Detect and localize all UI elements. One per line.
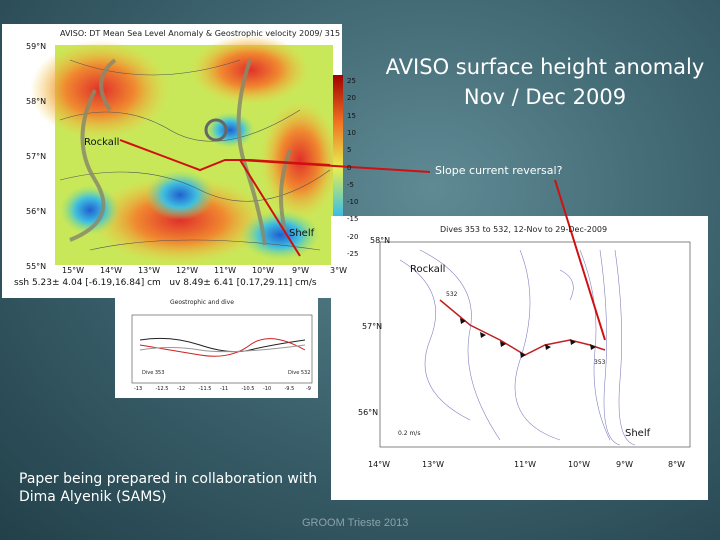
end-dive: 353 [594, 359, 606, 366]
right-map-frame [331, 216, 708, 500]
left-map-field [30, 35, 343, 265]
left-map-title: AVISO: DT Mean Sea Level Anomaly & Geost… [60, 29, 341, 38]
lon-label: 3°W [330, 266, 347, 275]
lon-label: 8°W [668, 460, 685, 469]
inset-plot-lines [131, 314, 313, 384]
lat-label: 57°N [26, 152, 47, 161]
lon-label: 14°W [100, 266, 123, 275]
lon-label: 13°W [138, 266, 161, 275]
inset-x-label: -12 [177, 386, 186, 392]
colorbar-label: 10 [347, 128, 356, 137]
rockall-label: Rockall [84, 137, 120, 148]
right-map-title: Dives 353 to 532, 12-Nov to 29-Dec-2009 [440, 225, 608, 234]
inset-x-label: -13 [134, 386, 143, 392]
lon-label: 14°W [368, 460, 391, 469]
lon-label: 13°W [422, 460, 445, 469]
lon-label: 10°W [252, 266, 275, 275]
lat-label: 59°N [26, 42, 47, 51]
colorbar-label: -15 [347, 215, 359, 224]
lon-label: 9°W [292, 266, 309, 275]
shelf-label: Shelf [625, 428, 651, 439]
start-dive: 532 [446, 291, 458, 298]
inset-x-label: -12.5 [155, 386, 169, 392]
inset-x-label: -9.5 [284, 386, 295, 392]
callout-text: Slope current reversal? [435, 164, 563, 177]
left-map-stats: ssh 5.23± 4.04 [-6.19,16.84] cm uv 8.49±… [14, 278, 317, 288]
inset-x-label: -9 [306, 386, 311, 392]
note: Paper being prepared in collaboration wi… [19, 471, 318, 505]
colorbar-label: 0 [347, 163, 352, 172]
lat-label: 56°N [26, 207, 47, 216]
lat-label: 55°N [26, 262, 47, 271]
lon-label: 11°W [214, 266, 237, 275]
footer: GROOM Trieste 2013 [302, 517, 409, 529]
lat-label: 58°N [26, 97, 47, 106]
callout-arrows [239, 159, 606, 341]
colorbar-label: 5 [347, 146, 352, 155]
inset-x-label: -11 [220, 386, 229, 392]
colorbar-label: 15 [347, 111, 356, 120]
lon-label: 11°W [514, 460, 537, 469]
inset-x-label: -11.5 [198, 386, 212, 392]
right-map-field [379, 241, 691, 448]
colorbar-label: -5 [347, 180, 354, 189]
colorbar-label: 25 [347, 77, 356, 85]
colorbar-label: -10 [347, 198, 359, 207]
inset-title: Geostrophic and dive [170, 299, 234, 306]
lat-label: 56°N [358, 408, 379, 417]
lat-label: 58°N [370, 236, 391, 245]
colorbar-label: 20 [347, 94, 356, 103]
lon-label: 10°W [568, 460, 591, 469]
inset-start: Dive 353 [142, 370, 165, 376]
inset-end: Dive 532 [288, 370, 311, 376]
inset-x-label: -10.5 [241, 386, 255, 392]
rockall-label: Rockall [410, 264, 446, 275]
slide-title: AVISO surface height anomaly Nov / Dec 2… [385, 55, 705, 109]
lon-label: 9°W [616, 460, 633, 469]
lat-label: 57°N [362, 322, 383, 331]
scale-label: 0.2 m/s [398, 430, 421, 437]
colorbar-label: -25 [347, 250, 359, 258]
shelf-label: Shelf [289, 228, 315, 239]
inset-x-label: -10 [263, 386, 272, 392]
lon-label: 15°W [62, 266, 85, 275]
lon-label: 12°W [176, 266, 199, 275]
colorbar-label: -20 [347, 232, 359, 241]
